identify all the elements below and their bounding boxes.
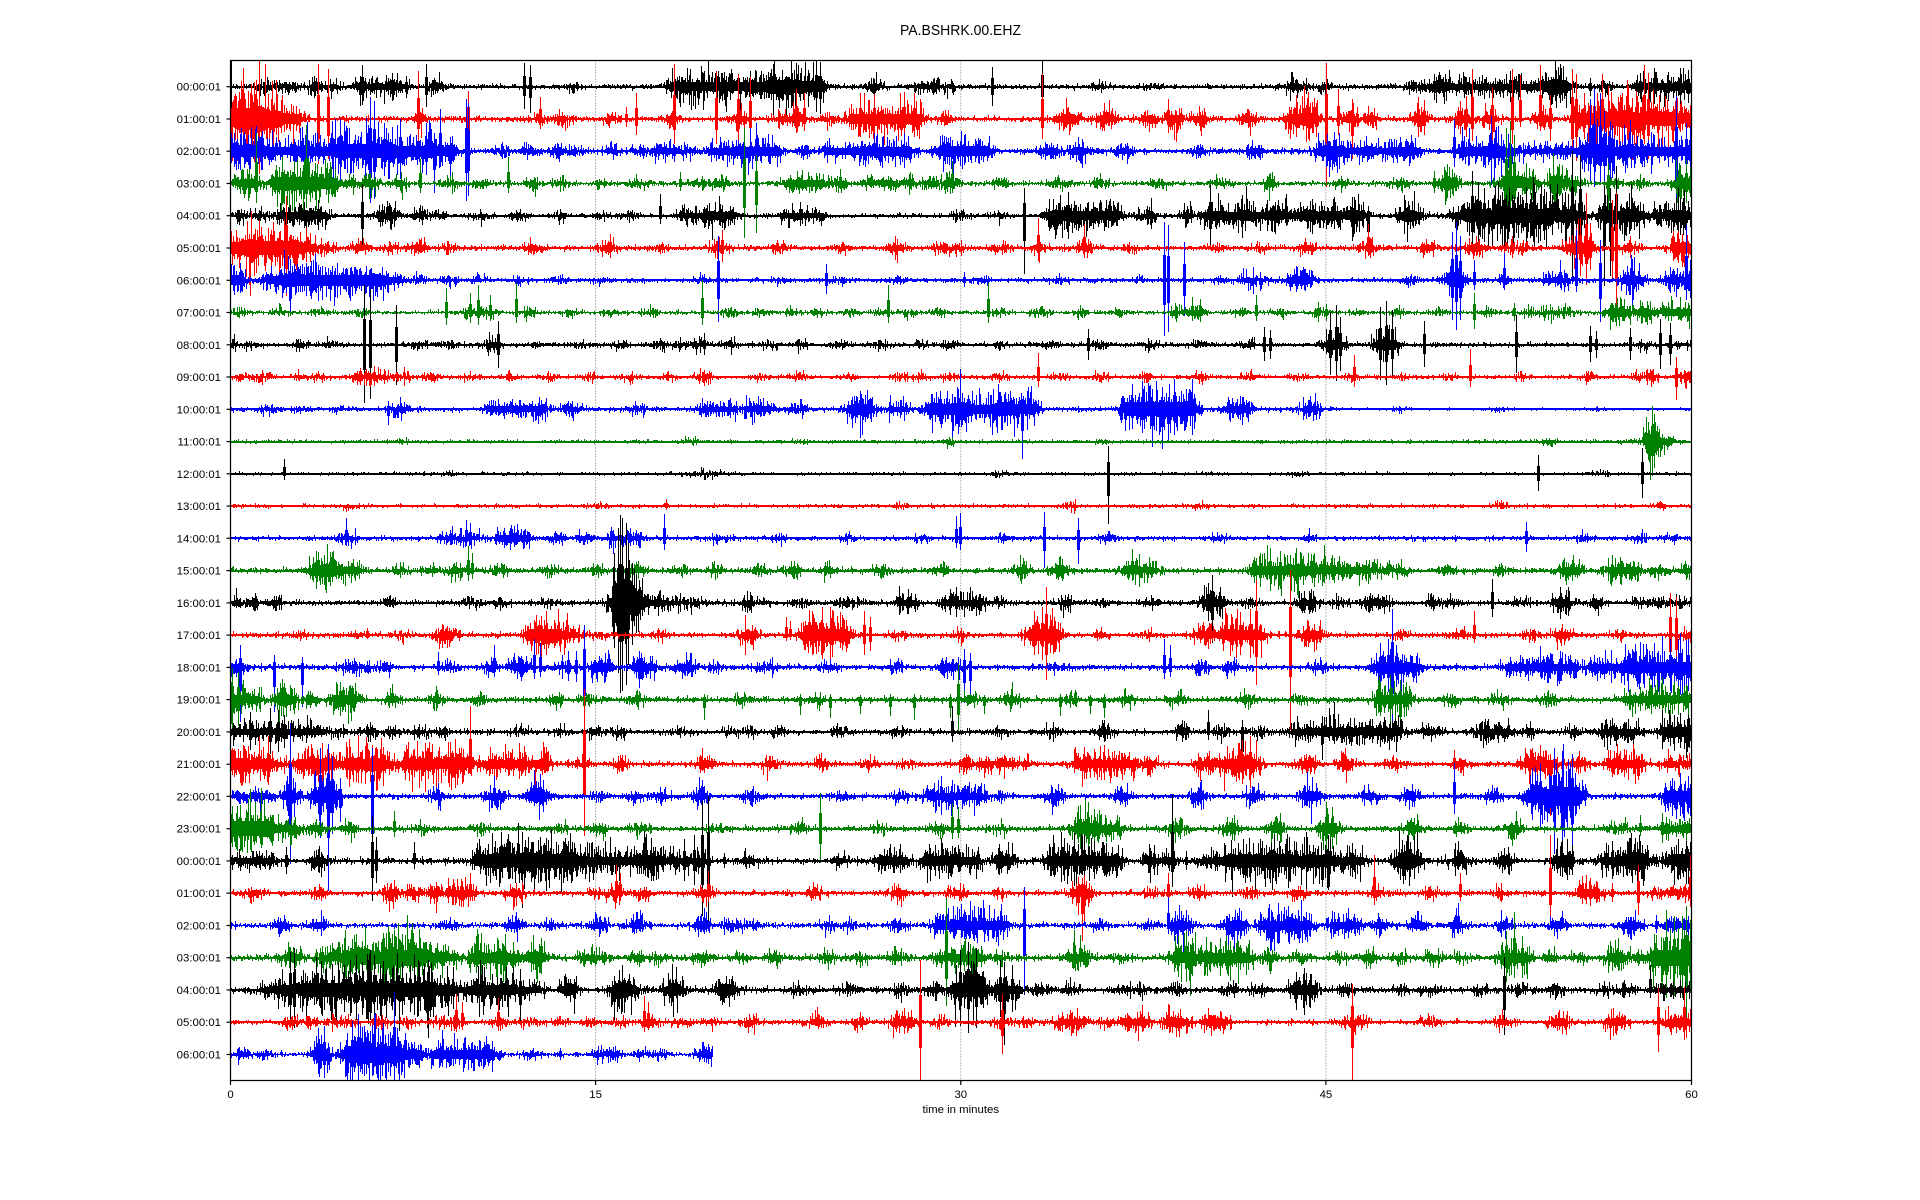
svg-text:12:00:01: 12:00:01 [177, 469, 221, 481]
svg-text:60: 60 [1685, 1089, 1698, 1101]
svg-text:03:00:01: 03:00:01 [177, 953, 221, 965]
svg-text:20:00:01: 20:00:01 [177, 727, 221, 739]
svg-text:11:00:01: 11:00:01 [178, 437, 222, 449]
svg-text:19:00:01: 19:00:01 [177, 695, 221, 707]
svg-text:00:00:01: 00:00:01 [177, 856, 221, 868]
svg-text:PA.BSHRK.00.EHZ: PA.BSHRK.00.EHZ [900, 22, 1021, 39]
svg-text:13:00:01: 13:00:01 [177, 501, 221, 513]
svg-text:30: 30 [954, 1089, 967, 1101]
svg-text:00:00:01: 00:00:01 [177, 82, 221, 94]
svg-text:04:00:01: 04:00:01 [177, 211, 221, 223]
svg-text:17:00:01: 17:00:01 [177, 630, 221, 642]
svg-text:time in minutes: time in minutes [922, 1104, 999, 1116]
svg-text:23:00:01: 23:00:01 [177, 824, 221, 836]
svg-text:14:00:01: 14:00:01 [177, 533, 221, 545]
svg-text:09:00:01: 09:00:01 [177, 372, 221, 384]
svg-text:22:00:01: 22:00:01 [177, 791, 221, 803]
svg-text:06:00:01: 06:00:01 [177, 275, 221, 287]
svg-text:05:00:01: 05:00:01 [177, 1017, 221, 1029]
svg-text:10:00:01: 10:00:01 [177, 404, 221, 416]
svg-text:01:00:01: 01:00:01 [177, 888, 221, 900]
svg-text:02:00:01: 02:00:01 [177, 146, 221, 158]
svg-text:21:00:01: 21:00:01 [177, 759, 221, 771]
svg-text:05:00:01: 05:00:01 [177, 243, 221, 255]
svg-text:01:00:01: 01:00:01 [177, 114, 221, 126]
svg-text:04:00:01: 04:00:01 [177, 985, 221, 997]
svg-text:08:00:01: 08:00:01 [177, 340, 221, 352]
svg-text:03:00:01: 03:00:01 [177, 179, 221, 191]
svg-text:06:00:01: 06:00:01 [177, 1050, 221, 1062]
svg-text:02:00:01: 02:00:01 [177, 921, 221, 933]
svg-text:45: 45 [1320, 1089, 1333, 1101]
svg-text:07:00:01: 07:00:01 [177, 308, 221, 320]
svg-text:0: 0 [227, 1089, 233, 1101]
svg-text:15:00:01: 15:00:01 [177, 566, 221, 578]
svg-text:16:00:01: 16:00:01 [177, 598, 221, 610]
svg-text:18:00:01: 18:00:01 [177, 662, 221, 674]
svg-text:15: 15 [589, 1089, 602, 1101]
